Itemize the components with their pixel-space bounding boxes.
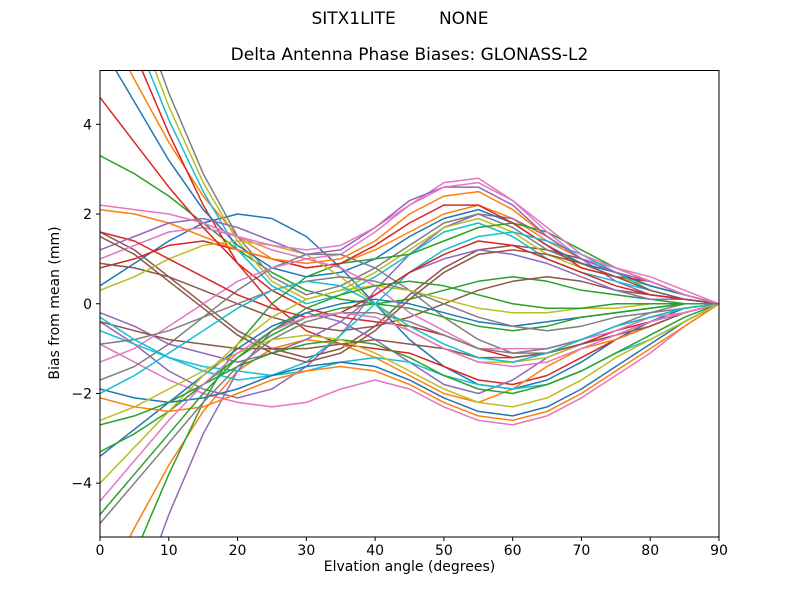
x-tick-label: 80 <box>641 543 659 559</box>
y-tick-label: −4 <box>71 476 92 492</box>
series-line <box>100 303 719 422</box>
x-tick-label: 50 <box>435 543 453 559</box>
series-line <box>100 280 719 395</box>
series-line <box>148 70 719 305</box>
series-line <box>154 70 719 305</box>
series-line <box>100 235 719 363</box>
y-tick-label: 0 <box>83 297 92 313</box>
series-line <box>128 303 719 537</box>
series-line <box>100 303 719 417</box>
y-tick-label: 4 <box>83 117 92 133</box>
x-tick-label: 0 <box>96 543 105 559</box>
series-line <box>100 280 719 516</box>
series-line <box>100 285 719 484</box>
x-tick-label: 30 <box>297 543 315 559</box>
series-line <box>100 258 719 363</box>
series-line <box>100 249 719 363</box>
series-line <box>100 303 719 422</box>
series-line <box>115 70 719 305</box>
series-line <box>100 231 719 318</box>
x-tick-label: 10 <box>160 543 178 559</box>
series-line <box>100 186 719 305</box>
y-axis-label: Bias from mean (mm) <box>47 226 63 380</box>
x-tick-label: 60 <box>504 543 522 559</box>
x-axis-label: Elvation angle (degrees) <box>323 559 496 575</box>
x-tick-label: 90 <box>710 543 728 559</box>
series-lines <box>100 70 719 537</box>
series-line <box>100 96 719 359</box>
x-tick-label: 40 <box>366 543 384 559</box>
series-line <box>100 181 719 305</box>
x-tick-label: 20 <box>229 543 247 559</box>
x-tick-label: 70 <box>573 543 591 559</box>
series-line <box>159 70 719 305</box>
y-tick-label: −2 <box>71 386 92 402</box>
axes-title: Delta Antenna Phase Biases: GLONASS-L2 <box>230 45 589 65</box>
figure-suptitle: SITX1LITE NONE <box>311 9 489 29</box>
y-tick-label: 2 <box>83 207 92 223</box>
series-line <box>100 303 719 502</box>
